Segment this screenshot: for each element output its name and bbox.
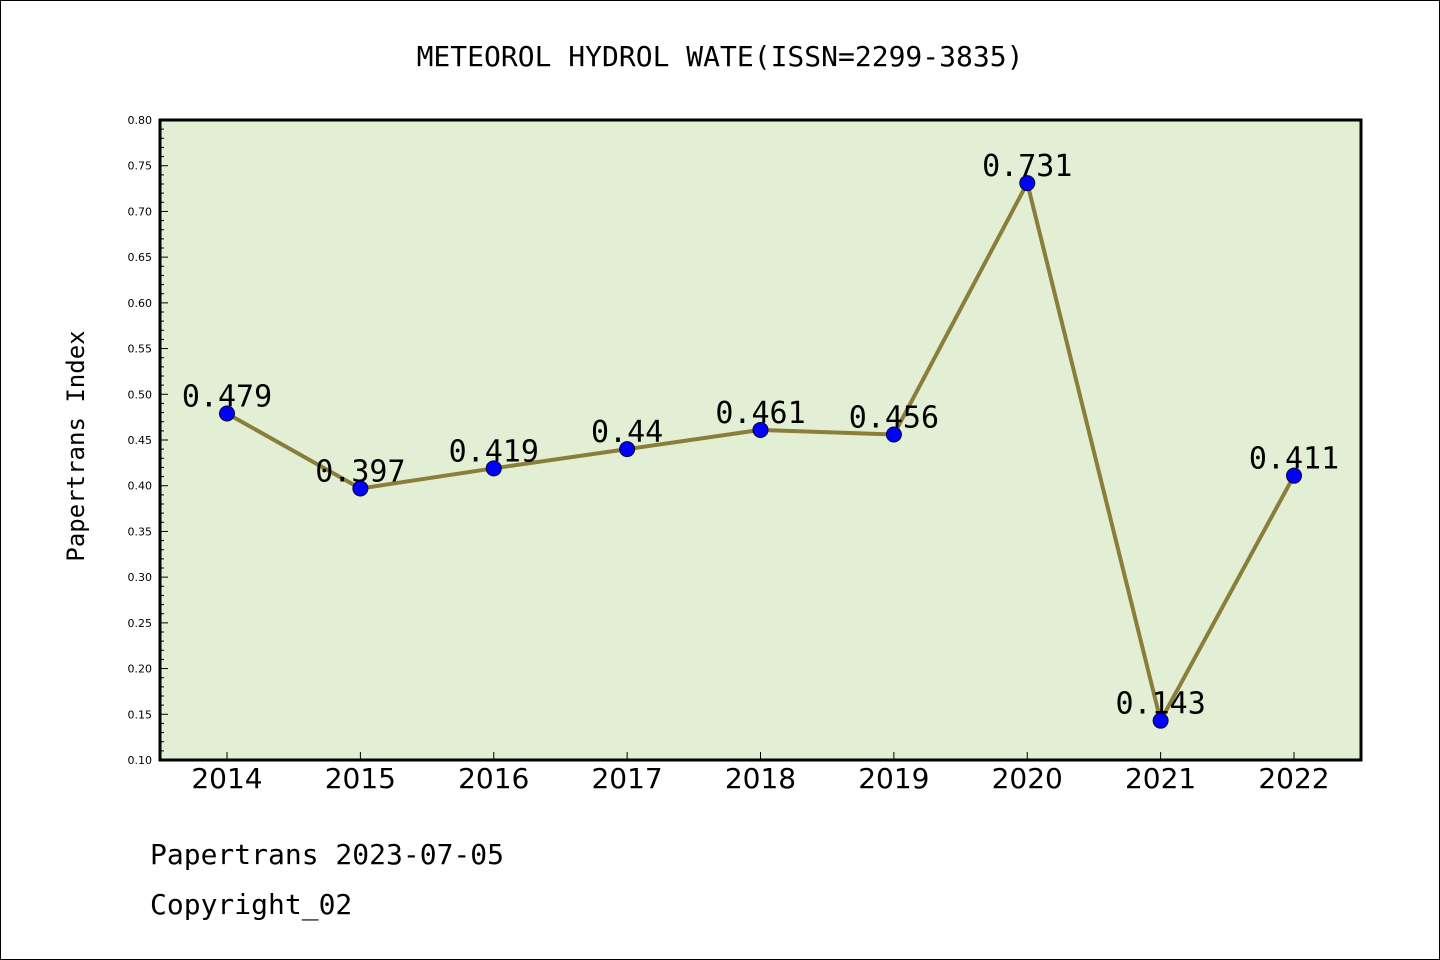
data-label: 0.461 — [715, 396, 805, 431]
data-point — [1286, 467, 1302, 484]
data-point — [485, 460, 502, 477]
x-tick-label: 2014 — [191, 762, 262, 795]
data-label: 0.143 — [1115, 687, 1205, 722]
data-points — [219, 175, 1302, 729]
data-point — [1152, 712, 1169, 729]
data-labels: 0.479 0.397 0.419 0.44 0.461 0.456 0.731 0.143 0… — [182, 149, 1339, 722]
y-tick-label: 0.60 — [128, 297, 153, 310]
x-tick-label: 2015 — [325, 762, 396, 795]
data-label: 0.411 — [1249, 442, 1339, 477]
data-label: 0.397 — [315, 454, 405, 489]
x-tick-label: 2018 — [725, 762, 796, 795]
y-tick-label: 0.20 — [128, 663, 153, 676]
y-tick-label: 0.55 — [128, 343, 153, 356]
y-axis: 0.10 0.15 0.20 0.25 0.30 0.35 0.40 0.45 0.50 0.55… — [128, 114, 168, 767]
chart-title: METEOROL HYDROL WATE(ISSN=2299-3835) — [417, 40, 1024, 73]
plot-area — [158, 118, 1363, 762]
y-tick-label: 0.65 — [128, 251, 153, 264]
x-tick-label: 2016 — [458, 762, 529, 795]
data-label: 0.479 — [182, 379, 272, 414]
data-label: 0.44 — [591, 415, 663, 450]
x-tick-label: 2019 — [858, 762, 929, 795]
data-point — [752, 421, 769, 438]
y-tick-label: 0.75 — [128, 160, 153, 173]
data-label: 0.419 — [449, 434, 539, 469]
y-tick-label: 0.35 — [128, 525, 153, 538]
data-label: 0.731 — [982, 149, 1072, 184]
y-tick-label: 0.45 — [128, 434, 153, 447]
y-tick-label: 0.50 — [128, 388, 153, 401]
data-point — [219, 405, 235, 422]
y-tick-label: 0.80 — [128, 114, 153, 127]
y-tick-label: 0.30 — [128, 571, 153, 584]
footer-date: Papertrans 2023-07-05 — [150, 838, 504, 871]
data-label: 0.456 — [849, 401, 939, 436]
y-tick-label: 0.25 — [128, 617, 153, 630]
data-point — [885, 426, 902, 443]
y-tick-label: 0.10 — [128, 754, 153, 767]
x-tick-label: 2017 — [591, 762, 662, 795]
footer-copyright: Copyright_02 — [150, 888, 352, 922]
data-point — [1019, 175, 1036, 192]
data-point — [352, 480, 369, 497]
x-axis: 2014 2015 2016 2017 2018 2019 2020 2021 2022 — [191, 752, 1330, 795]
y-tick-label: 0.15 — [128, 708, 153, 721]
data-point — [619, 441, 636, 458]
y-axis-label: Papertrans Index — [62, 330, 90, 561]
x-tick-label: 2020 — [992, 762, 1063, 795]
y-tick-label: 0.40 — [128, 480, 153, 493]
x-tick-label: 2022 — [1258, 762, 1329, 795]
y-tick-label: 0.70 — [128, 205, 153, 218]
x-tick-label: 2021 — [1125, 762, 1196, 795]
